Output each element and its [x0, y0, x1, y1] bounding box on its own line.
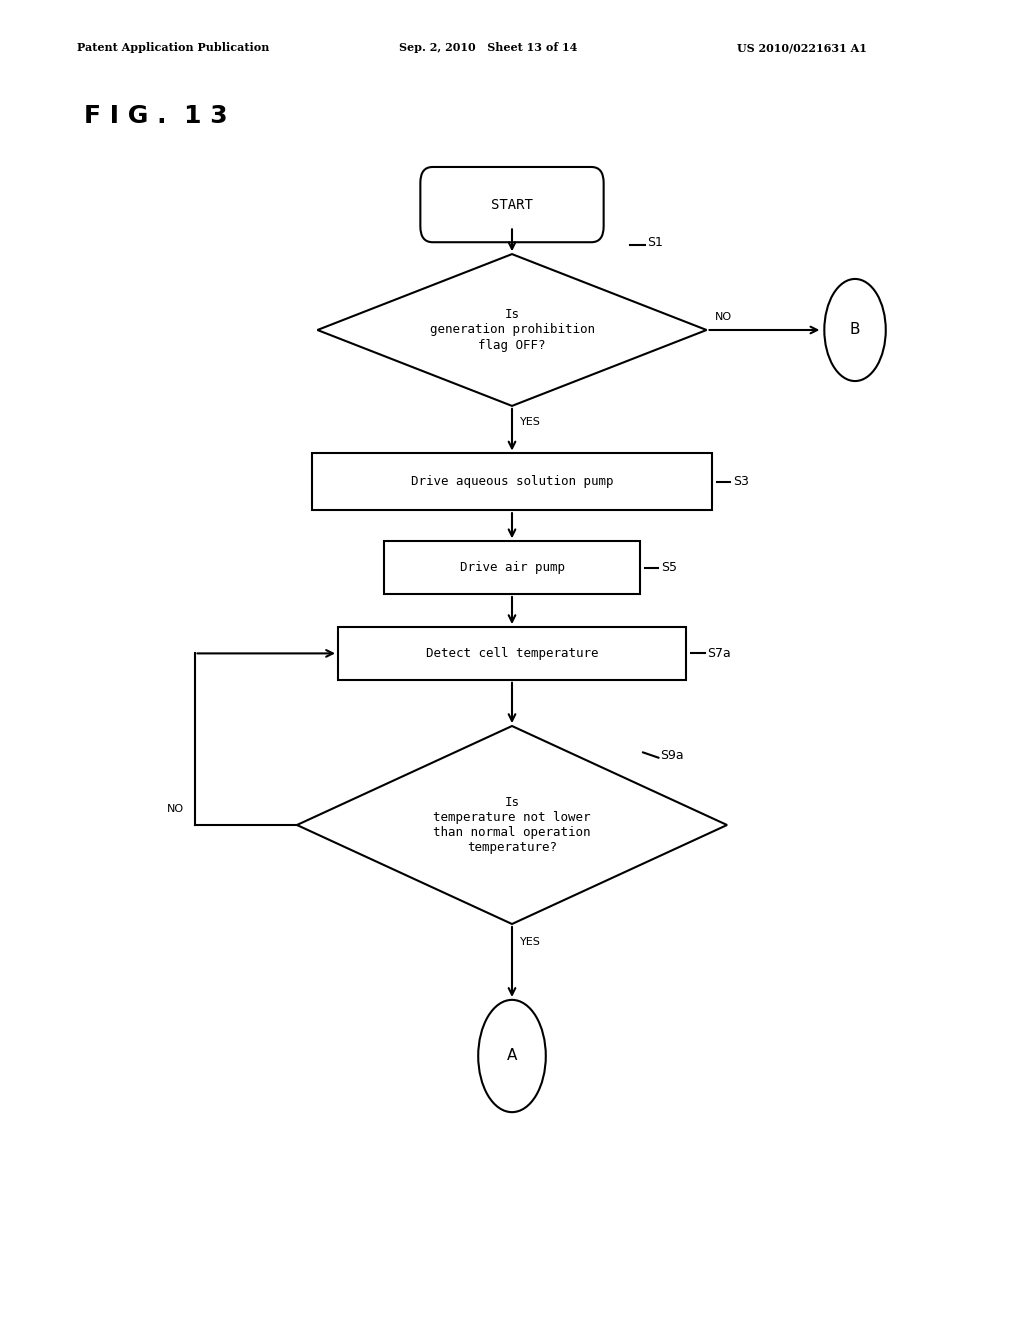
Text: YES: YES: [520, 937, 541, 948]
Text: Detect cell temperature: Detect cell temperature: [426, 647, 598, 660]
Text: Is
generation prohibition
flag OFF?: Is generation prohibition flag OFF?: [429, 309, 595, 351]
Polygon shape: [297, 726, 727, 924]
Ellipse shape: [478, 999, 546, 1113]
Text: Sep. 2, 2010   Sheet 13 of 14: Sep. 2, 2010 Sheet 13 of 14: [399, 42, 578, 53]
Text: B: B: [850, 322, 860, 338]
Text: S1: S1: [647, 236, 664, 248]
Text: A: A: [507, 1048, 517, 1064]
Bar: [338, 627, 686, 680]
Text: NO: NO: [167, 804, 184, 814]
Text: Drive aqueous solution pump: Drive aqueous solution pump: [411, 475, 613, 488]
Text: YES: YES: [520, 417, 541, 426]
Text: Drive air pump: Drive air pump: [460, 561, 564, 574]
Bar: [384, 541, 640, 594]
Text: F I G .  1 3: F I G . 1 3: [84, 104, 227, 128]
Text: NO: NO: [715, 312, 732, 322]
FancyBboxPatch shape: [420, 168, 603, 243]
Text: S7a: S7a: [708, 647, 731, 660]
Bar: [312, 453, 712, 510]
Text: Is
temperature not lower
than normal operation
temperature?: Is temperature not lower than normal ope…: [433, 796, 591, 854]
Polygon shape: [317, 253, 707, 407]
Text: Patent Application Publication: Patent Application Publication: [77, 42, 269, 53]
Text: START: START: [492, 198, 532, 211]
Text: S9a: S9a: [660, 748, 684, 762]
Text: S3: S3: [733, 475, 750, 488]
Text: US 2010/0221631 A1: US 2010/0221631 A1: [737, 42, 867, 53]
Text: S5: S5: [662, 561, 678, 574]
Ellipse shape: [824, 279, 886, 381]
